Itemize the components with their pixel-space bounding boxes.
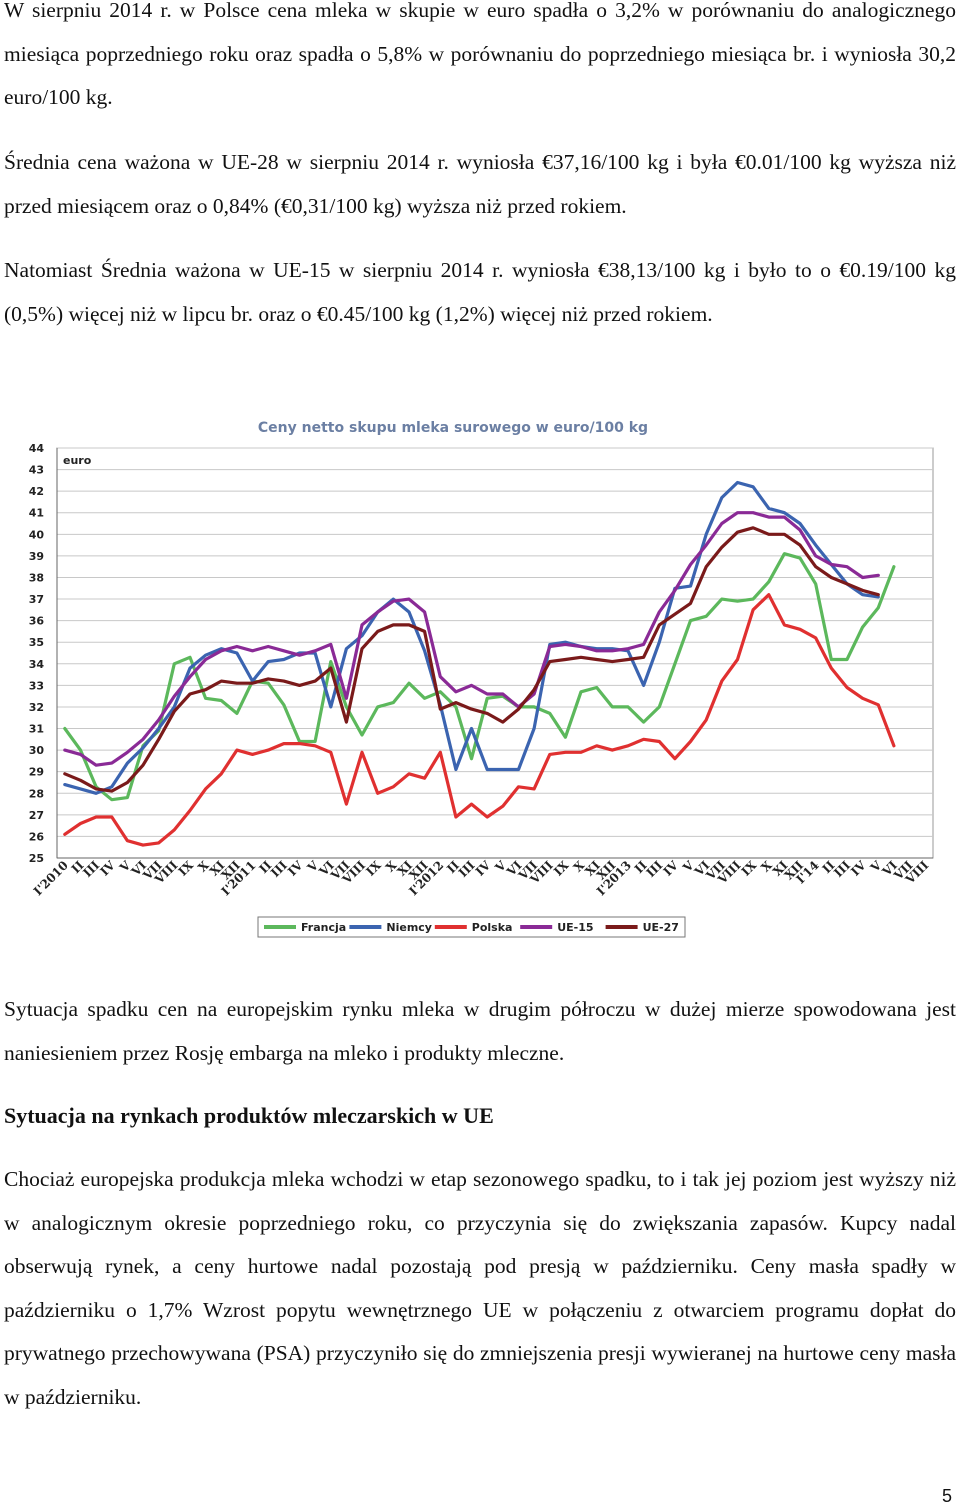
y-tick-label: 30	[29, 744, 45, 757]
x-tick-label: IX	[739, 858, 760, 879]
legend-label-ue-15: UE-15	[557, 921, 593, 934]
chart-title: Ceny netto skupu mleka surowego w euro/1…	[258, 420, 648, 436]
y-tick-label: 40	[29, 528, 45, 541]
legend-label-niemcy: Niemcy	[386, 921, 432, 934]
y-tick-label: 43	[29, 464, 44, 477]
milk-price-chart: 25 26 27 28 29 30 31 32 33 34 35 36 37 38 39 40 41 42 43 44…	[0, 405, 960, 945]
y-tick-label: 39	[29, 550, 44, 563]
y-tick-label: 31	[29, 723, 44, 736]
legend-box	[257, 916, 686, 938]
plot-area	[56, 447, 934, 859]
y-axis-unit-label: euro	[63, 454, 92, 467]
y-tick-label: 34	[29, 658, 45, 671]
x-tick-label: IV	[661, 858, 682, 879]
y-tick-label: 38	[29, 571, 44, 584]
paragraph-dairy-market: Chociaż europejska produkcja mleka wchod…	[4, 1167, 956, 1409]
y-tick-label: 37	[29, 593, 44, 606]
paragraph-embargo: Sytuacja spadku cen na europejskim rynku…	[4, 997, 956, 1065]
y-tick-label: 32	[29, 701, 44, 714]
x-tick-label: IX	[363, 858, 384, 879]
series-line-niemcy	[63, 480, 880, 795]
x-tick-label: IX	[551, 858, 572, 879]
x-tick-label: IX	[176, 858, 197, 879]
paragraph-eu15-price: Natomiast Średnia ważona w UE-15 w sierp…	[4, 258, 956, 326]
legend-label-francja: Francja	[301, 921, 346, 934]
series-line-ue-15	[63, 511, 880, 767]
x-tick-label: IV	[97, 858, 118, 879]
y-tick-label: 35	[29, 636, 44, 649]
y-tick-label: 29	[29, 766, 44, 779]
x-tick-label: IV	[848, 858, 869, 879]
series-line-polska	[63, 593, 896, 847]
y-tick-label: 26	[29, 830, 45, 843]
x-tick-label: IV	[473, 858, 494, 879]
x-tick-label: IV	[285, 858, 306, 879]
y-tick-label: 33	[29, 679, 44, 692]
y-tick-label: 25	[29, 852, 44, 865]
paragraph-eu28-price: Średnia cena ważona w UE-28 w sierpniu 2…	[4, 150, 956, 218]
chart-svg: 25 26 27 28 29 30 31 32 33 34 35 36 37 38 39 40 41 42 43 44…	[29, 420, 934, 938]
legend-label-polska: Polska	[472, 921, 513, 934]
y-tick-label: 44	[29, 442, 45, 455]
y-tick-label: 36	[29, 615, 45, 628]
paragraph-poland-price: W sierpniu 2014 r. w Polsce cena mleka w…	[4, 0, 956, 109]
y-tick-label: 41	[29, 507, 44, 520]
y-tick-label: 42	[29, 485, 44, 498]
page-number: 5	[941, 1486, 952, 1506]
series-line-ue-27	[63, 526, 880, 793]
y-tick-label: 28	[29, 787, 44, 800]
y-tick-label: 27	[29, 809, 44, 822]
section-heading: Sytuacja na rynkach produktów mleczarski…	[4, 1103, 494, 1128]
legend-label-ue-27: UE-27	[643, 921, 679, 934]
